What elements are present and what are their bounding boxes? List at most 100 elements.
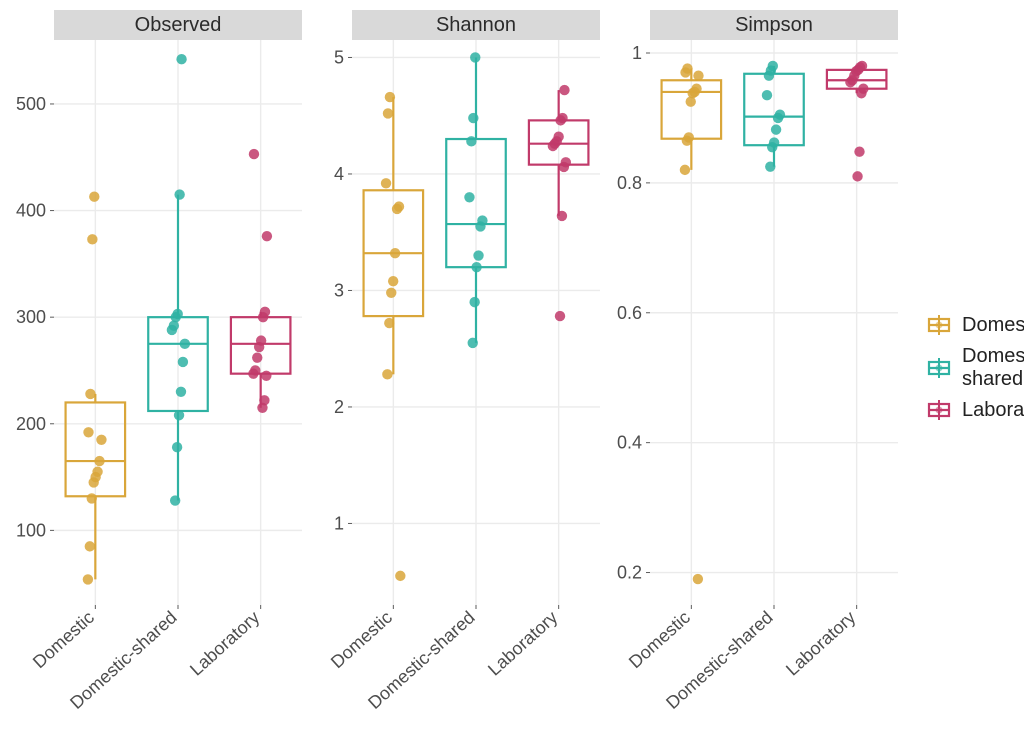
- data-point: [174, 410, 184, 420]
- data-point: [557, 211, 567, 221]
- panel-title: Shannon: [436, 14, 516, 36]
- x-tick-label: Domestic: [625, 607, 694, 672]
- legend-item-laboratory: Laboratory: [926, 399, 1024, 422]
- x-tick-label: Domestic: [29, 607, 98, 672]
- data-point: [693, 574, 703, 584]
- data-point: [557, 113, 567, 123]
- facet-panels: Observed100200300400500DomesticDomestic-…: [0, 2, 898, 733]
- data-point: [854, 147, 864, 157]
- data-point: [94, 456, 104, 466]
- data-point: [852, 171, 862, 181]
- data-point: [395, 571, 405, 581]
- data-point: [477, 215, 487, 225]
- data-point: [762, 90, 772, 100]
- panel-simpson: Simpson0.20.40.60.81DomesticDomestic-sha…: [604, 10, 898, 725]
- data-point: [89, 192, 99, 202]
- data-point: [384, 318, 394, 328]
- legend-swatch-icon: [926, 399, 952, 421]
- data-point: [261, 371, 271, 381]
- y-tick-label: 0.4: [617, 433, 642, 453]
- data-point: [174, 189, 184, 199]
- legend: Domestic Domestic-shared Laboratory: [898, 306, 1024, 430]
- legend-label: Domestic-shared: [962, 345, 1024, 391]
- data-point: [469, 297, 479, 307]
- legend-swatch-icon: [926, 314, 952, 336]
- data-point: [87, 493, 97, 503]
- y-tick-label: 500: [16, 94, 46, 114]
- data-point: [857, 61, 867, 71]
- data-point: [383, 108, 393, 118]
- data-point: [555, 311, 565, 321]
- y-tick-label: 0.6: [617, 303, 642, 323]
- data-point: [385, 92, 395, 102]
- panel-observed: Observed100200300400500DomesticDomestic-…: [8, 10, 302, 725]
- data-point: [765, 161, 775, 171]
- data-point: [262, 231, 272, 241]
- legend-swatch-icon: [926, 357, 952, 379]
- y-tick-label: 3: [334, 280, 344, 300]
- y-tick-label: 0.8: [617, 173, 642, 193]
- x-tick-label: Domestic: [327, 607, 396, 672]
- data-point: [172, 442, 182, 452]
- data-point: [470, 52, 480, 62]
- x-tick-label: Laboratory: [782, 607, 859, 679]
- panel-title: Simpson: [735, 14, 813, 36]
- x-tick-label: Laboratory: [186, 607, 263, 679]
- data-point: [83, 574, 93, 584]
- y-tick-label: 5: [334, 47, 344, 67]
- y-tick-label: 2: [334, 397, 344, 417]
- data-point: [386, 288, 396, 298]
- data-point: [382, 369, 392, 379]
- data-point: [775, 109, 785, 119]
- data-point: [464, 192, 474, 202]
- data-point: [176, 387, 186, 397]
- data-point: [682, 63, 692, 73]
- data-point: [178, 357, 188, 367]
- data-point: [390, 248, 400, 258]
- data-point: [768, 61, 778, 71]
- data-point: [250, 365, 260, 375]
- data-point: [561, 157, 571, 167]
- y-tick-label: 400: [16, 201, 46, 221]
- y-tick-label: 1: [334, 513, 344, 533]
- legend-label: Laboratory: [962, 399, 1024, 422]
- data-point: [252, 352, 262, 362]
- data-point: [87, 234, 97, 244]
- data-point: [259, 395, 269, 405]
- data-point: [473, 250, 483, 260]
- data-point: [559, 85, 569, 95]
- y-tick-label: 4: [334, 164, 344, 184]
- y-tick-label: 300: [16, 307, 46, 327]
- x-tick-label: Laboratory: [484, 607, 561, 679]
- data-point: [684, 132, 694, 142]
- data-point: [260, 307, 270, 317]
- y-tick-label: 0.2: [617, 563, 642, 583]
- data-point: [249, 149, 259, 159]
- data-point: [468, 113, 478, 123]
- data-point: [176, 54, 186, 64]
- data-point: [85, 541, 95, 551]
- data-point: [85, 389, 95, 399]
- data-point: [771, 124, 781, 134]
- y-tick-label: 100: [16, 520, 46, 540]
- data-point: [466, 136, 476, 146]
- data-point: [691, 84, 701, 94]
- data-point: [92, 467, 102, 477]
- data-point: [553, 131, 563, 141]
- legend-item-domestic: Domestic: [926, 314, 1024, 337]
- legend-item-domestic-shared: Domestic-shared: [926, 345, 1024, 391]
- panel-title: Observed: [135, 14, 222, 36]
- data-point: [170, 495, 180, 505]
- data-point: [680, 165, 690, 175]
- data-point: [693, 71, 703, 81]
- data-point: [381, 178, 391, 188]
- data-point: [180, 339, 190, 349]
- data-point: [96, 435, 106, 445]
- data-point: [173, 309, 183, 319]
- data-point: [83, 427, 93, 437]
- y-tick-label: 1: [632, 43, 642, 63]
- data-point: [394, 201, 404, 211]
- data-point: [471, 262, 481, 272]
- data-point: [769, 137, 779, 147]
- panel-shannon: Shannon12345DomesticDomestic-sharedLabor…: [306, 10, 600, 725]
